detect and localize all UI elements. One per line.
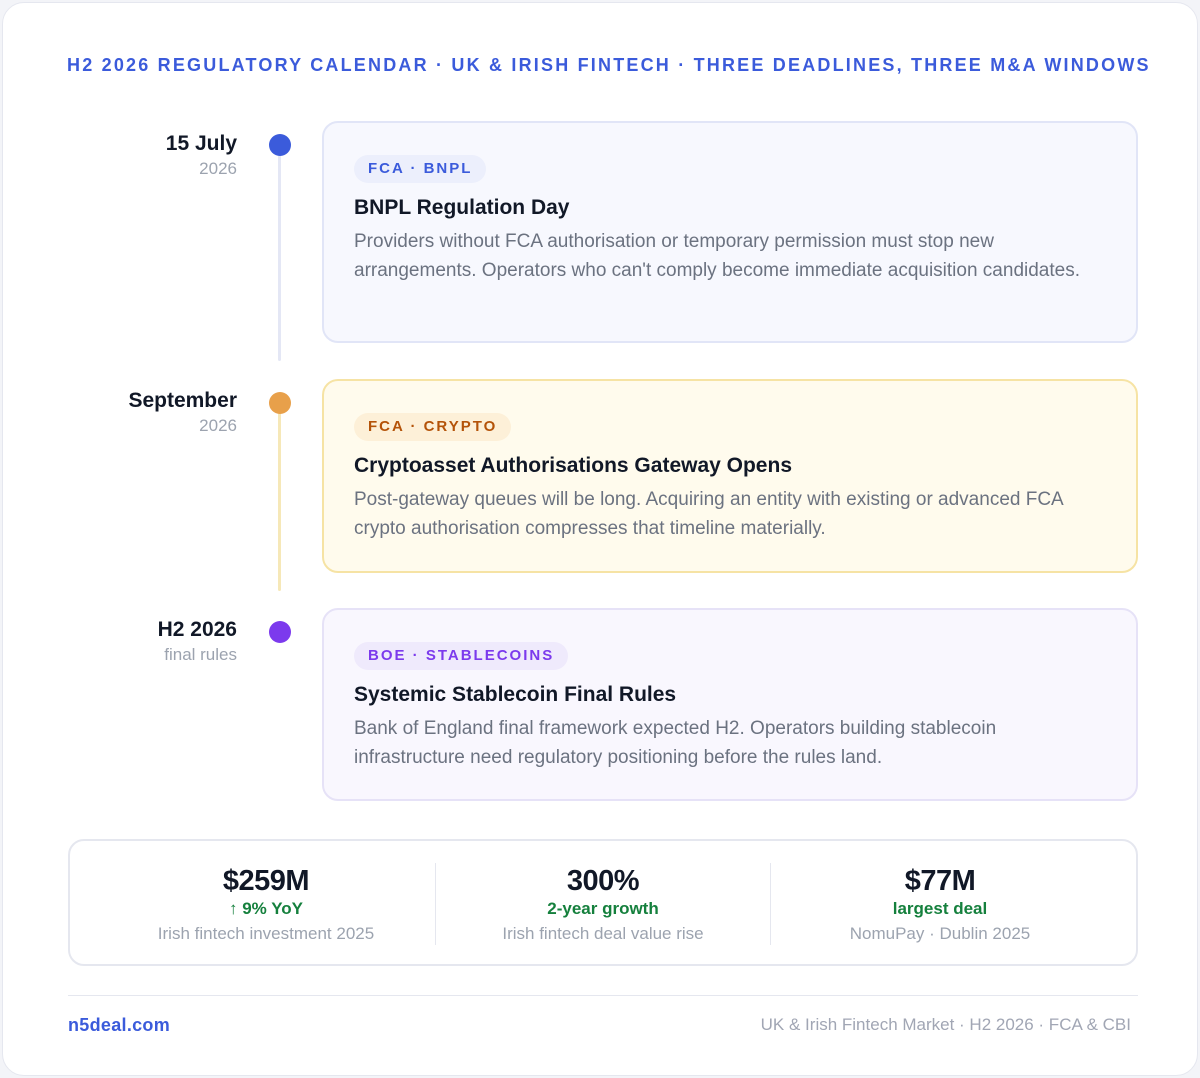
event-card-bnpl: FCA · BNPL BNPL Regulation Day Providers… <box>322 121 1138 343</box>
timeline-connector <box>278 155 281 361</box>
footer-meta: UK & Irish Fintech Market · H2 2026 · FC… <box>760 1015 1131 1034</box>
event-title: Systemic Stablecoin Final Rules <box>354 683 677 706</box>
date-sub: 2026 <box>199 416 237 435</box>
timeline-date: 15 July 2026 <box>67 131 237 181</box>
event-description: Bank of England final framework expected… <box>354 718 997 768</box>
timeline-date: September 2026 <box>67 388 237 438</box>
stat-divider <box>435 863 436 945</box>
stat-label: NomuPay · Dublin 2025 <box>849 924 1031 943</box>
timeline-date: H2 2026 final rules <box>67 617 237 667</box>
date-main: 15 July <box>165 132 237 155</box>
timeline-dot <box>269 392 291 414</box>
event-tag: FCA · CRYPTO <box>354 413 512 441</box>
date-sub: 2026 <box>199 159 237 178</box>
event-description: Providers without FCA authorisation or t… <box>354 231 1080 281</box>
stat-value: $77M <box>904 865 976 897</box>
event-tag: BOE · STABLECOINS <box>354 642 569 670</box>
event-description: Post-gateway queues will be long. Acquir… <box>354 489 1063 539</box>
stat-investment: $259M ↑ 9% YoY Irish fintech investment … <box>70 841 462 964</box>
footer-divider <box>68 995 1138 996</box>
stat-label: Irish fintech investment 2025 <box>157 924 375 943</box>
event-card-stablecoins: BOE · STABLECOINS Systemic Stablecoin Fi… <box>322 608 1138 801</box>
date-main: H2 2026 <box>157 618 237 641</box>
event-title: Cryptoasset Authorisations Gateway Opens <box>354 454 792 477</box>
timeline-dot <box>269 134 291 156</box>
event-title: BNPL Regulation Day <box>354 196 570 219</box>
stat-label: Irish fintech deal value rise <box>502 924 704 943</box>
stat-accent: 2-year growth <box>547 899 659 918</box>
event-card-crypto: FCA · CRYPTO Cryptoasset Authorisations … <box>322 379 1138 573</box>
stat-accent: ↑ 9% YoY <box>228 899 303 918</box>
event-tag: FCA · BNPL <box>354 155 487 183</box>
timeline-connector <box>278 413 281 591</box>
timeline-dot <box>269 621 291 643</box>
date-sub: final rules <box>164 645 237 664</box>
stat-value: 300% <box>566 865 640 897</box>
footer-brand-link[interactable]: n5deal.com <box>68 1015 171 1035</box>
page-title: H2 2026 REGULATORY CALENDAR · UK & IRISH… <box>67 55 1151 75</box>
stats-panel: $259M ↑ 9% YoY Irish fintech investment … <box>68 839 1138 966</box>
stat-growth: 300% 2-year growth Irish fintech deal va… <box>436 841 770 964</box>
stat-largest-deal: $77M largest deal NomuPay · Dublin 2025 <box>771 841 1109 964</box>
date-main: September <box>128 389 237 412</box>
stat-value: $259M <box>222 865 310 897</box>
stat-accent: largest deal <box>892 899 988 918</box>
stat-divider <box>770 863 771 945</box>
